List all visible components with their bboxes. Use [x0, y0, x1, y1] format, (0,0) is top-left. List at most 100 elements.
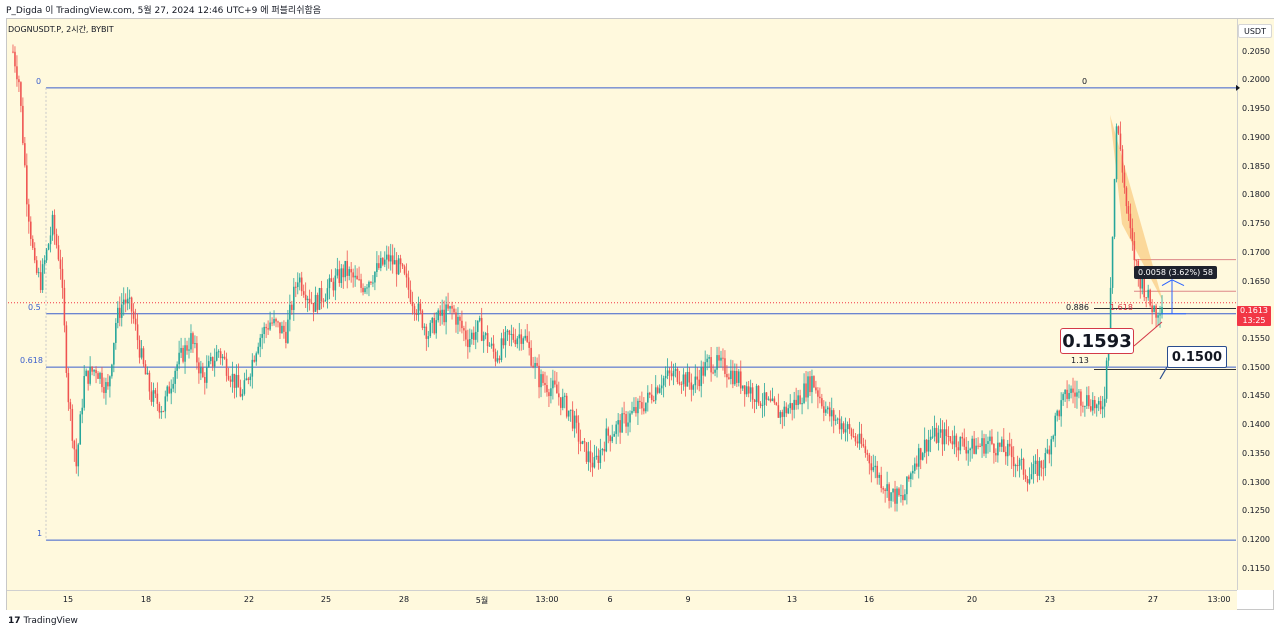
- candle-body: [443, 309, 445, 323]
- candle-body: [546, 385, 548, 393]
- candle-body: [991, 436, 993, 444]
- candle-body: [864, 446, 867, 453]
- candle-body: [573, 415, 576, 429]
- time-tick-label: 9: [685, 595, 691, 604]
- fib-label-right: 1.13: [1071, 356, 1089, 366]
- price-tick-label: 0.1300: [1242, 477, 1270, 487]
- candle-body: [589, 451, 592, 463]
- candle-body: [1127, 206, 1130, 214]
- candle-body: [1082, 405, 1084, 407]
- candle-body: [81, 407, 83, 415]
- candle-body: [152, 390, 155, 402]
- candle-body: [896, 488, 898, 504]
- price-axis[interactable]: [1237, 19, 1274, 590]
- candle-body: [409, 289, 412, 303]
- candle-body: [160, 411, 163, 413]
- candle-body: [490, 343, 493, 346]
- candle-body: [281, 325, 283, 334]
- candle-body: [603, 448, 606, 452]
- candle-body: [670, 373, 673, 377]
- candle-body: [1155, 305, 1157, 318]
- callout-pointer-blue: [1159, 366, 1168, 380]
- candle-body: [391, 255, 394, 265]
- candle-body: [706, 358, 708, 363]
- candle-body: [1095, 404, 1098, 409]
- candle-body: [817, 390, 819, 397]
- candle-body: [1003, 439, 1005, 452]
- candle-body: [510, 333, 513, 335]
- candle-body: [1050, 439, 1053, 455]
- candle-body: [840, 423, 843, 430]
- candle-body: [75, 449, 78, 467]
- candle-body: [368, 281, 370, 288]
- candle-body: [902, 495, 904, 501]
- plot-area[interactable]: [7, 19, 1237, 590]
- candle-body: [231, 373, 234, 382]
- candle-body: [28, 204, 30, 222]
- candle-body: [894, 488, 896, 504]
- candle-body: [987, 441, 989, 445]
- symbol-title[interactable]: DOGNUSDT.P, 2시간, BYBIT: [8, 25, 114, 34]
- candle-body: [350, 269, 352, 273]
- candle-body: [261, 334, 263, 338]
- candle-body: [684, 374, 687, 387]
- candle-body: [1040, 460, 1043, 468]
- candle-body: [951, 441, 954, 445]
- candle-body: [320, 288, 323, 302]
- candle-body: [411, 302, 414, 307]
- time-axis[interactable]: [7, 590, 1237, 610]
- candle-body: [148, 372, 151, 392]
- candle-body: [1038, 460, 1041, 476]
- candle-body: [678, 381, 681, 384]
- candle-body: [696, 376, 699, 380]
- candle-body: [637, 400, 639, 414]
- candle-body: [805, 383, 807, 398]
- candle-body: [302, 291, 305, 295]
- price-tick-label: 0.1150: [1242, 563, 1270, 573]
- candle-body: [326, 288, 329, 300]
- candle-body: [1030, 474, 1033, 480]
- candle-body: [556, 384, 558, 394]
- candle-body: [745, 386, 748, 395]
- candle-body: [937, 432, 940, 443]
- candle-body: [206, 366, 208, 383]
- candle-body: [71, 408, 74, 441]
- candle-body: [500, 338, 503, 361]
- candle-body: [645, 402, 647, 412]
- candle-body: [469, 339, 471, 348]
- candle-body: [471, 332, 473, 340]
- candle-body: [180, 347, 182, 353]
- target-callout-label[interactable]: 0.1500: [1167, 346, 1227, 368]
- candle-body: [1131, 228, 1134, 242]
- candle-body: [734, 370, 736, 385]
- price-tick-label: 0.2050: [1242, 46, 1270, 56]
- candle-body: [823, 406, 825, 413]
- candle-body: [51, 214, 54, 236]
- candle-body: [508, 330, 511, 335]
- candle-body: [965, 446, 968, 454]
- price-callout-label[interactable]: 0.1593: [1060, 328, 1134, 354]
- candle-body: [465, 330, 467, 340]
- candle-body: [1088, 395, 1090, 407]
- candle-body: [217, 351, 220, 353]
- candle-body: [1014, 465, 1017, 467]
- candle-body: [407, 277, 410, 290]
- candle-body: [358, 279, 360, 281]
- candle-body: [858, 433, 861, 444]
- candle-body: [933, 427, 936, 437]
- candle-body: [704, 362, 706, 376]
- candle-body: [364, 288, 366, 293]
- candle-body: [91, 366, 93, 372]
- candle-body: [617, 420, 619, 425]
- candle-body: [275, 318, 277, 322]
- time-tick-label: 16: [863, 595, 875, 604]
- candle-body: [769, 398, 772, 402]
- currency-button[interactable]: USDT: [1238, 24, 1272, 38]
- candle-body: [749, 387, 752, 394]
- candle-body: [376, 263, 378, 272]
- candle-body: [24, 143, 26, 166]
- candle-body: [807, 376, 809, 398]
- candle-body: [848, 424, 851, 430]
- candle-body: [797, 395, 799, 406]
